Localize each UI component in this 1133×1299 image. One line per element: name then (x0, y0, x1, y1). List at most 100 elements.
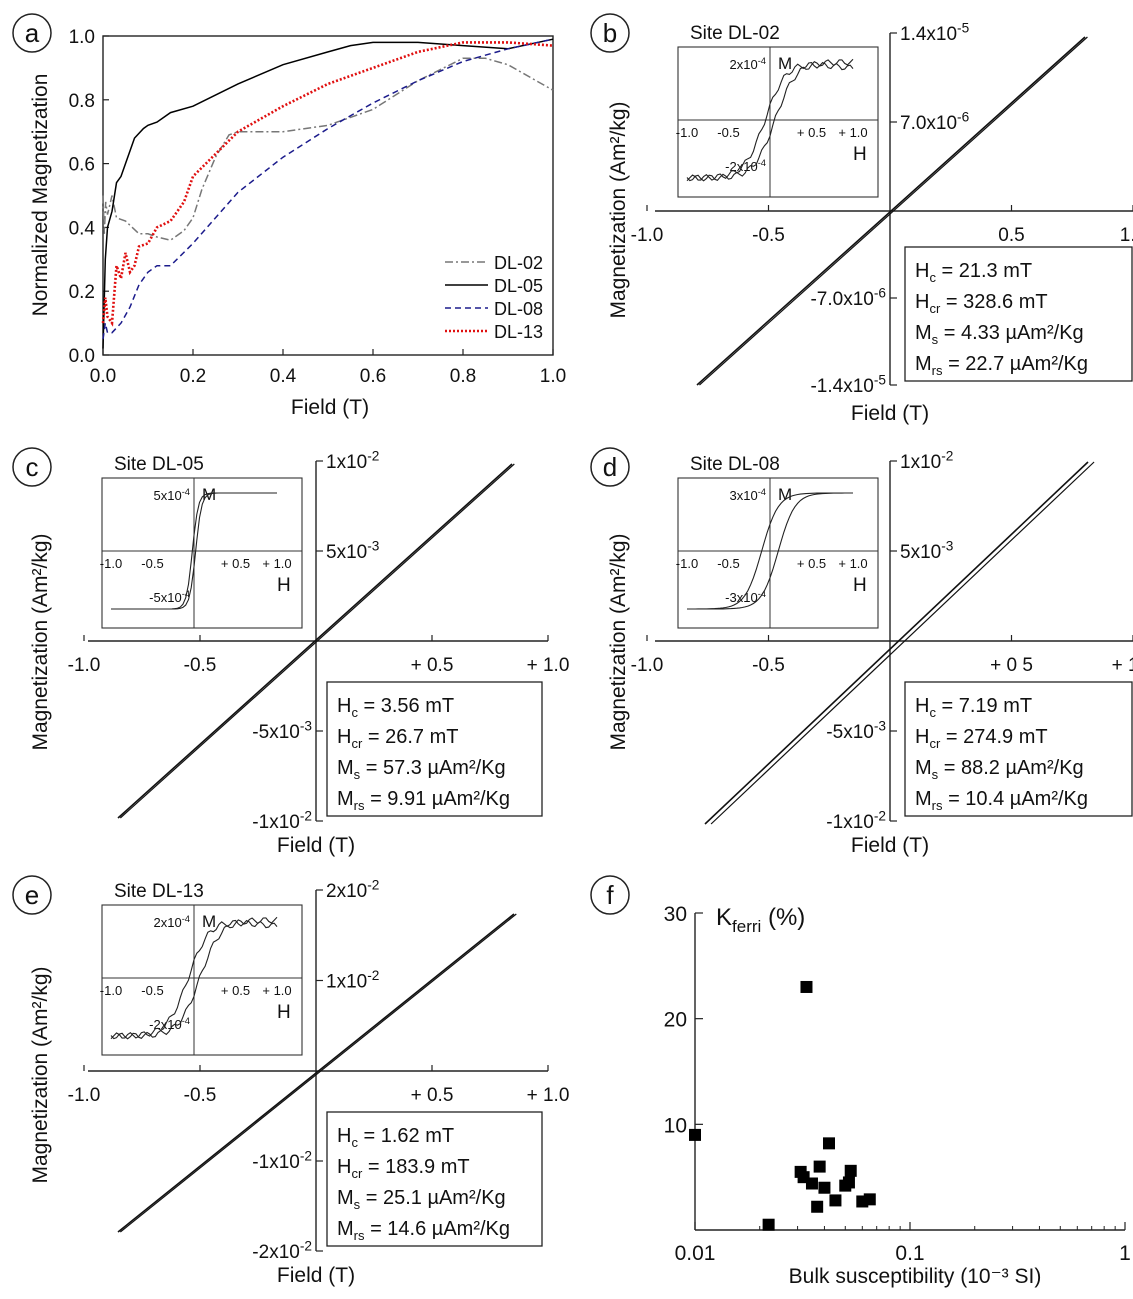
panel-a-series-line (101, 41, 554, 327)
panel-c-site-label: Site DL-05 (114, 454, 204, 475)
panel-a-frame (102, 35, 554, 356)
panel-e-param-box (326, 1111, 543, 1247)
panel-a-legend-label: DL-05 (494, 276, 543, 296)
panel-c-loop-branch-down (119, 463, 515, 819)
panel-e-ylabel: Magnetization (Am²/kg) (29, 966, 52, 1183)
panel-b-xtick-label: 1.0 (1120, 225, 1133, 246)
panel-c-ytick-label: 5x10-3 (326, 538, 379, 563)
panel-f-ytick-label: 20 (664, 1009, 687, 1032)
panel-f-point (813, 1160, 826, 1173)
panel-a-legend: DL-02 DL-05 DL-08 DL-13 (445, 253, 543, 342)
panel-e-ytick-label: -2x10-2 (252, 1238, 312, 1263)
panel-d-ytick-label: 1x10-2 (900, 448, 953, 473)
panel-e-ytick-label: -1x10-2 (252, 1148, 312, 1173)
panel-a-ytick-label: 0.2 (69, 282, 95, 303)
panel-a-series-line (102, 38, 554, 340)
panel-e-ytick-label: 2x10-2 (326, 877, 379, 902)
panel-d-ylabel: Magnetization (Am²/kg) (607, 533, 630, 750)
panel-b-inset-xtick-label: + 1.0 (838, 125, 867, 140)
panel-b-param-line: Hcr = 328.6 mT (915, 291, 1048, 316)
panel-a-legend-label: DL-02 (494, 253, 543, 273)
panel-c-ytick-label: -5x10-3 (252, 718, 312, 743)
panel-e-inset-xtick-label: -0.5 (141, 983, 163, 998)
panel-d-param-line: Hc = 7.19 mT (915, 695, 1032, 720)
panel-b-inset-xtick-label: + 0.5 (797, 125, 826, 140)
panel-c-inset-frame (101, 477, 303, 629)
panel-a-ytick-label: 1.0 (69, 27, 95, 48)
panel-d-param-line: Hcr = 274.9 mT (915, 726, 1048, 751)
panel-b-ytick-label: 1.4x10-5 (900, 20, 970, 45)
panel-f-plot: 0.01 0.1 1 30 20 10 (664, 903, 1131, 1265)
panel-b-inset-m-label: M (778, 54, 792, 73)
panel-f-point (842, 1176, 855, 1189)
panel-e: e -1.0 -0.5 + 0.5 + 1.02x10-21x10-2-1x10-2-… (12, 875, 570, 1287)
panel-d: d -1.0-0.5+ 0 5+ 1 01x10-25x10-3-5x10-3-… (590, 447, 1133, 857)
panel-f-point (829, 1194, 842, 1207)
panel-e-inset-loop-lower (110, 916, 278, 1040)
panel-d-xtick-label: + 1 0 (1112, 655, 1133, 676)
panel-c-ytick-label: -1x10-2 (252, 808, 312, 833)
panel-b-inset-h-label: H (853, 144, 867, 165)
panel-c-xtick-label: + 0.5 (411, 655, 454, 676)
panel-a-ytick-label: 0.8 (69, 91, 95, 112)
panel-a-xtick-label: 0.8 (450, 366, 476, 387)
panel-b-param-line: Hc = 21.3 mT (915, 260, 1032, 285)
panel-b-inset-frame (677, 46, 879, 198)
panel-b-ylabel: Magnetization (Am²/kg) (607, 101, 630, 318)
panel-e-ytick-label: 1x10-2 (326, 968, 379, 993)
panel-a-label: a (25, 18, 40, 48)
panel-f-label: f (606, 880, 614, 910)
panel-c-inset-ybot-label: -5x10-4 (149, 589, 190, 605)
panel-b-xtick-label: 0.5 (998, 225, 1024, 246)
panel-f-badge (590, 875, 630, 915)
panel-e-inset-xtick-label: -1.0 (100, 983, 122, 998)
panel-d-inset-ytop-label: 3x10-4 (729, 487, 766, 503)
panel-e-badge (12, 875, 52, 915)
panel-e-inset-frame (101, 904, 303, 1056)
panel-f-title: Kferri (%) (716, 904, 805, 936)
panel-b-badge (590, 13, 630, 53)
panel-b-label: b (603, 18, 617, 48)
panel-a-ytick-label: 0.0 (69, 346, 95, 367)
panel-a-badge (12, 13, 52, 53)
panel-e-xlabel: Field (T) (277, 1264, 355, 1287)
panel-f-xlabel: Bulk susceptibility (10⁻³ SI) (789, 1265, 1042, 1288)
panel-f-point (818, 1181, 831, 1194)
panel-b-ytick-label: 7.0x10-6 (900, 109, 969, 134)
panel-c-label: c (26, 452, 39, 482)
panel-d-inset-m-label: M (778, 485, 792, 504)
panel-e-param-line: Hc = 1.62 mT (337, 1125, 454, 1150)
panel-b-xlabel: Field (T) (851, 402, 929, 425)
panel-d-inset-xtick-label: -0.5 (717, 556, 739, 571)
panel-c-inset-xtick-label: + 1.0 (262, 556, 291, 571)
panel-d-xtick-label: + 0 5 (990, 655, 1033, 676)
panel-c-inset-loop-lower (111, 492, 277, 610)
panel-f-point (811, 1200, 824, 1213)
panel-d-xtick-label: -1.0 (631, 655, 664, 676)
panel-e-xtick-label: -0.5 (184, 1085, 217, 1106)
panel-b-loop-branch-down (699, 36, 1088, 386)
panel-d-inset-xtick-label: + 1.0 (838, 556, 867, 571)
panel-b-param-box (904, 246, 1133, 382)
panel-e-loop-branch-up (117, 913, 515, 1233)
panel-c-inset-ytop-label: 5x10-4 (153, 487, 190, 503)
panel-d-param-box (904, 681, 1133, 817)
panel-d-site-label: Site DL-08 (690, 454, 780, 475)
panel-f-ytick-label: 10 (664, 1114, 687, 1137)
panel-c-param-line: Ms = 57.3 µAm²/Kg (337, 757, 506, 782)
panel-c-ylabel: Magnetization (Am²/kg) (29, 533, 52, 750)
panel-e-plot: -1.0 -0.5 + 0.5 + 1.0 2x10-2 1x10-2 -1x10-2 -2x… (68, 877, 570, 1263)
panel-f: f 0.01 0.1 1 30 20 10 Kferri (%) Bulk suscept… (590, 875, 1131, 1288)
panel-e-param-line: Ms = 25.1 µAm²/Kg (337, 1187, 506, 1212)
panel-e-label: e (25, 880, 39, 910)
panel-d-loop-branch-down (710, 461, 1095, 825)
panel-d-inset-ybot-label: -3x10-4 (725, 589, 766, 605)
panel-d-ytick-label: 5x10-3 (900, 538, 953, 563)
panel-c-xtick-label: -0.5 (184, 655, 217, 676)
panel-e-inset-h-label: H (277, 1002, 291, 1023)
panel-e-xtick-label: -1.0 (68, 1085, 101, 1106)
panel-f-point (844, 1164, 857, 1177)
panel-c-param-line: Hc = 3.56 mT (337, 695, 454, 720)
panel-a-xlabel: Field (T) (291, 396, 369, 419)
panel-b-inset-xtick-label: -0.5 (717, 125, 739, 140)
